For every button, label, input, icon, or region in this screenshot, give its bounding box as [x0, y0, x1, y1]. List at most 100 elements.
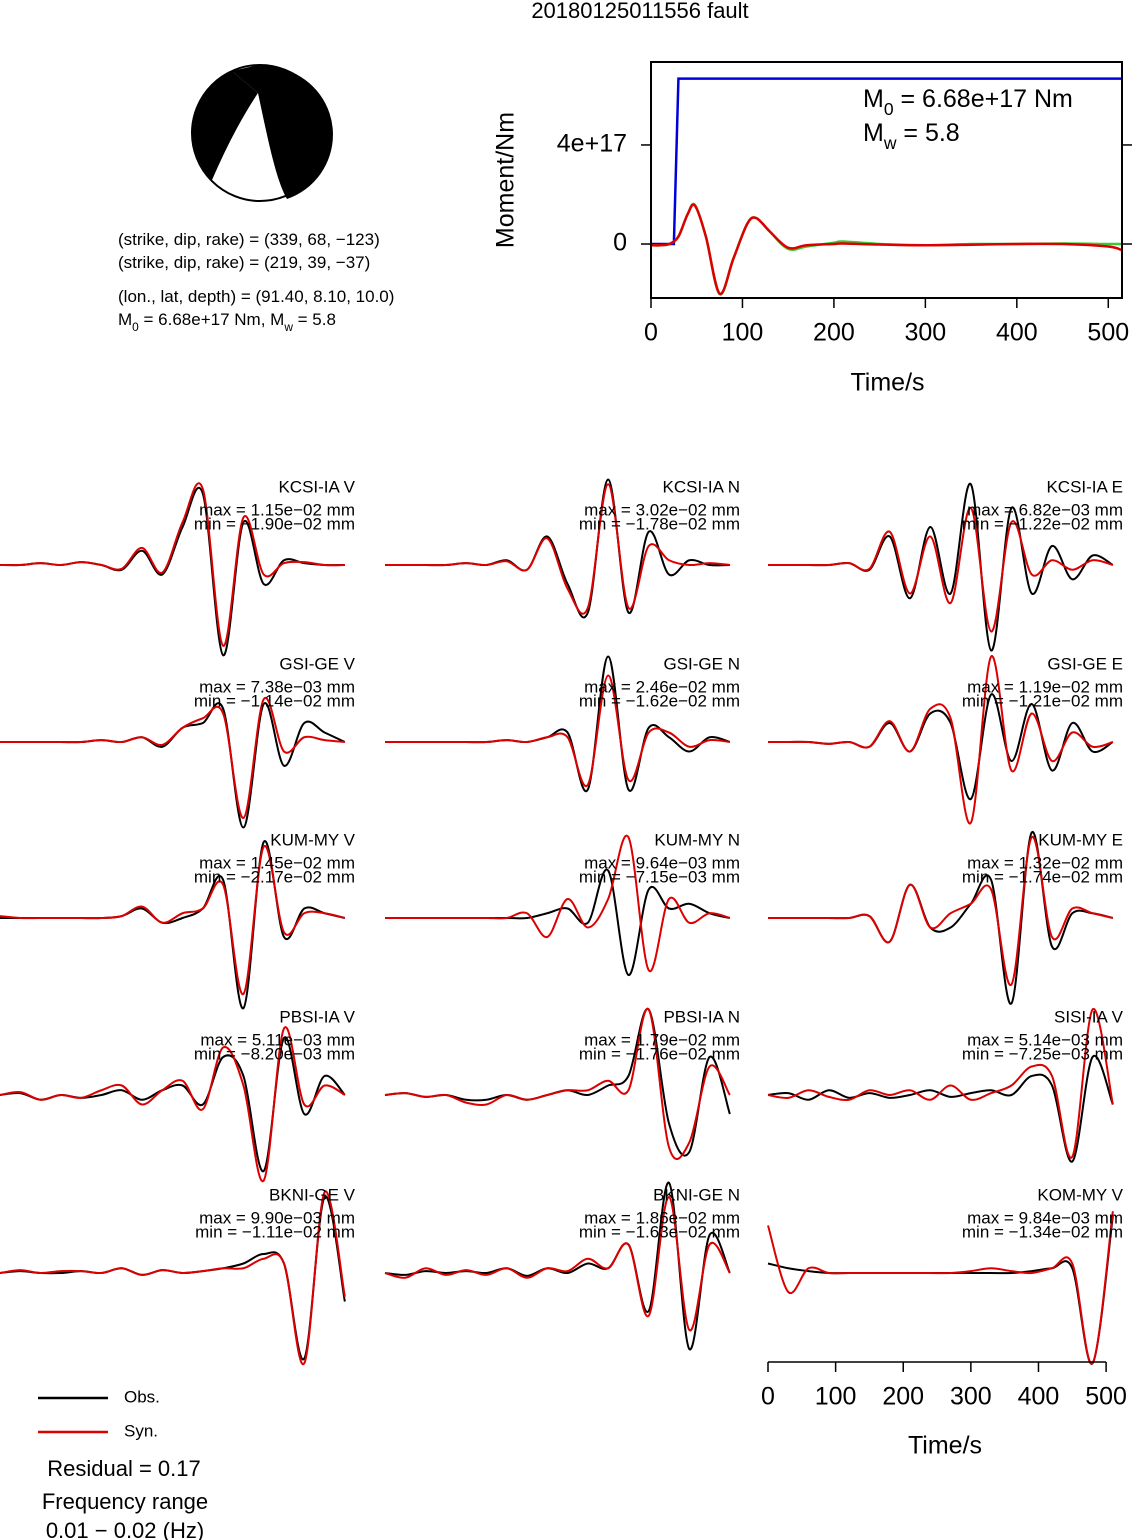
max-label: max = 1.45e−02 mm	[199, 853, 355, 872]
station-label: KCSI-IA V	[278, 477, 355, 496]
min-label: min = −1.63e−02 mm	[579, 1222, 740, 1241]
beachball-compression	[232, 65, 333, 200]
station-label: GSI-GE N	[663, 654, 740, 673]
station-label: PBSI-IA N	[663, 1007, 740, 1026]
text-part: = 5.8	[896, 119, 959, 147]
text-part: w	[283, 320, 293, 334]
station-label: KCSI-IA N	[663, 477, 740, 496]
max-label: max = 1.86e−02 mm	[584, 1208, 740, 1227]
trace-syn	[767, 655, 1114, 825]
trace-syn	[385, 834, 731, 972]
text-part: w	[883, 133, 897, 153]
frequency: Frequency range	[42, 1489, 208, 1514]
min-label: min = −1.34e−02 mm	[962, 1222, 1123, 1241]
mechanism-line: (strike, dip, rake) = (219, 39, −37)	[118, 253, 370, 272]
moment-series	[650, 203, 1123, 295]
trace-syn	[0, 1026, 346, 1182]
station-label: KUM-MY E	[1038, 830, 1123, 849]
min-label: min = −8.20e−03 mm	[194, 1044, 355, 1063]
text-part: (lon., lat, depth) = (91.40, 8.10, 10.0)	[118, 287, 394, 306]
text-part: M	[118, 310, 132, 329]
x-tick-label: 500	[1085, 1383, 1127, 1411]
min-label: min = −1.76e−02 mm	[579, 1044, 740, 1063]
min-label: min = −1.62e−02 mm	[579, 691, 740, 710]
x-tick-label: 300	[950, 1383, 992, 1411]
min-label: min = −1.21e−02 mm	[962, 691, 1123, 710]
trace-syn	[0, 1190, 346, 1366]
max-label: max = 5.11e−03 mm	[200, 1030, 355, 1049]
trace-syn	[384, 1007, 731, 1161]
trace-syn	[0, 696, 345, 820]
trace-syn	[767, 506, 1114, 633]
trace-obs	[0, 702, 346, 829]
max-label: max = 1.32e−02 mm	[967, 853, 1123, 872]
station-label: BKNI-GE V	[269, 1185, 356, 1204]
trace-syn	[384, 674, 730, 788]
y-tick-label: 0	[613, 229, 627, 257]
y-tick-label: 4e+17	[557, 130, 627, 158]
station-label: SISI-IA V	[1054, 1007, 1124, 1026]
annotation: M0 = 6.68e+17 Nm	[863, 85, 1073, 119]
legend-label: Syn.	[124, 1421, 158, 1440]
max-label: max = 1.15e−02 mm	[199, 500, 355, 519]
frequency: 0.01 − 0.02 (Hz)	[46, 1518, 204, 1540]
station-label: BKNI-GE N	[653, 1185, 740, 1204]
max-label: max = 6.82e−03 mm	[967, 500, 1123, 519]
mechanism-line: (lon., lat, depth) = (91.40, 8.10, 10.0)	[118, 287, 394, 306]
trace-syn	[767, 1008, 1114, 1159]
title: 20180125011556 fault	[531, 0, 748, 23]
min-label: min = −1.90e−02 mm	[194, 514, 355, 533]
text-part: (strike, dip, rake) = (219, 39, −37)	[118, 253, 370, 272]
annotation: Mw = 5.8	[863, 119, 960, 153]
text-part: (strike, dip, rake) = (339, 68, −123)	[118, 230, 380, 249]
station-label: KCSI-IA E	[1046, 477, 1123, 496]
x-tick-label: 100	[815, 1383, 857, 1411]
moment-series	[650, 202, 1123, 296]
min-label: min = −1.22e−02 mm	[962, 514, 1123, 533]
x-tick-label: 400	[1018, 1383, 1060, 1411]
max-label: max = 5.14e−03 mm	[967, 1030, 1123, 1049]
x-tick-label: 0	[761, 1383, 775, 1411]
station-label: GSI-GE E	[1047, 654, 1123, 673]
legend-label: Obs.	[124, 1387, 160, 1406]
text-part: = 6.68e+17 Nm, M	[139, 310, 285, 329]
text-part: M	[863, 85, 884, 113]
min-label: min = −7.25e−03 mm	[962, 1044, 1123, 1063]
x-tick-label: 200	[813, 319, 855, 347]
plot-frame	[650, 61, 1123, 299]
x-tick-label: 300	[905, 319, 947, 347]
mechanism-line: M0 = 6.68e+17 Nm, Mw = 5.8	[118, 310, 336, 334]
station-label: KOM-MY V	[1037, 1185, 1123, 1204]
text-part: = 6.68e+17 Nm	[894, 85, 1073, 113]
text-part: 0	[884, 99, 894, 119]
max-label: max = 9.64e−03 mm	[584, 853, 740, 872]
beachball-compression	[192, 71, 258, 180]
station-label: KUM-MY V	[270, 830, 355, 849]
trace-obs	[384, 1181, 731, 1351]
station-label: GSI-GE V	[279, 654, 355, 673]
station-label: KUM-MY N	[654, 830, 740, 849]
trace-syn	[768, 836, 1114, 986]
max-label: max = 3.02e−02 mm	[584, 500, 740, 519]
min-label: min = −1.14e−02 mm	[194, 691, 355, 710]
trace-syn	[0, 845, 346, 996]
mechanism-line: (strike, dip, rake) = (339, 68, −123)	[118, 230, 380, 249]
x-tick-label: 100	[722, 319, 764, 347]
max-label: max = 2.46e−02 mm	[584, 677, 740, 696]
beachball	[191, 64, 333, 202]
trace-obs	[767, 1054, 1114, 1163]
trace-syn	[384, 483, 730, 615]
trace-syn	[0, 482, 345, 647]
beachball-outline	[191, 64, 329, 202]
min-label: min = −1.78e−02 mm	[579, 514, 740, 533]
min-label: min = −7.15e−03 mm	[579, 867, 740, 886]
max-label: max = 9.90e−03 mm	[199, 1208, 355, 1227]
text-part: 0	[132, 320, 139, 334]
max-label: max = 9.84e−03 mm	[967, 1208, 1123, 1227]
max-label: max = 1.19e−02 mm	[967, 677, 1123, 696]
trace-syn	[767, 1211, 1114, 1365]
trace-syn	[384, 1195, 731, 1332]
max-label: max = 1.79e−02 mm	[584, 1030, 740, 1049]
x-axis-label: Time/s	[850, 369, 924, 397]
